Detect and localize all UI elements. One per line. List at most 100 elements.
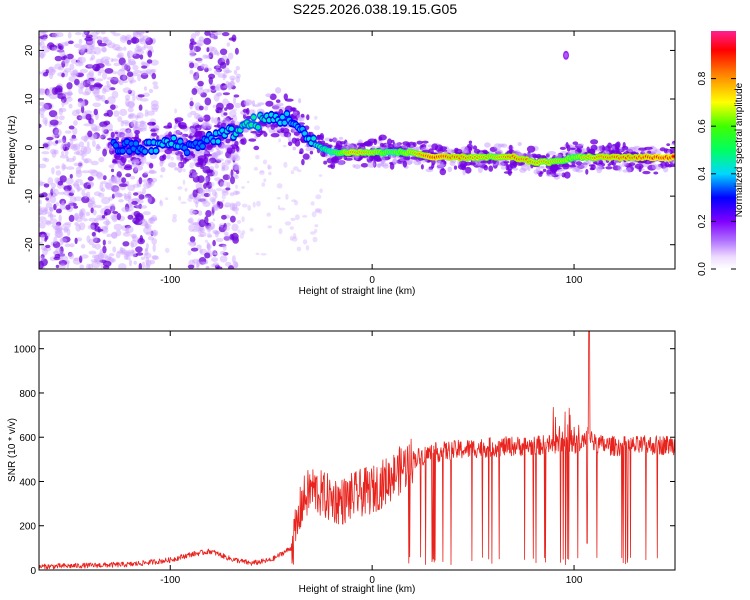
- spectrogram-cell: [176, 156, 182, 161]
- spectrogram-cell: [53, 203, 57, 211]
- spectrogram-cell: [189, 51, 196, 58]
- spectrogram-cell: [77, 162, 83, 167]
- spectrogram-cell: [86, 263, 91, 269]
- spectrogram-cell: [497, 143, 505, 148]
- spectrogram-cell: [63, 228, 68, 233]
- spectrogram-cell: [379, 162, 389, 167]
- spectrogram-cell: [117, 250, 125, 254]
- ridge-mid: [149, 148, 154, 154]
- spectrogram-cell: [225, 222, 231, 227]
- spectrogram-cell: [187, 196, 193, 203]
- spectrogram-cell: [189, 52, 197, 56]
- spectrogram-cell: [224, 69, 233, 74]
- spectrogram-cell: [55, 202, 59, 207]
- spectrogram-cell: [159, 200, 164, 207]
- spectrogram-cell: [204, 54, 212, 58]
- spectrogram-cell: [290, 217, 296, 221]
- spectrogram-cell: [117, 116, 123, 123]
- spectrogram-cell: [203, 183, 208, 189]
- spectrogram-cell: [131, 200, 138, 205]
- spectrogram-cell: [145, 37, 154, 46]
- spectrogram-cell: [439, 168, 447, 176]
- spectrogram-cell: [200, 197, 208, 204]
- spectrogram-cell: [115, 136, 119, 141]
- spectrogram-cell: [217, 73, 226, 78]
- spectrogram-cell: [68, 214, 75, 222]
- spectrogram-cell: [52, 127, 59, 136]
- spectrogram-cell: [132, 31, 139, 36]
- spectrogram-cell: [276, 197, 281, 200]
- spectrogram-cell: [73, 196, 83, 202]
- spectrogram-cell: [284, 221, 292, 226]
- spectrogram-cell: [617, 164, 623, 172]
- spectrogram-cell: [195, 182, 203, 190]
- spectrogram-cell: [208, 52, 214, 60]
- spectrogram-cell: [96, 36, 102, 41]
- spectrogram-cell: [45, 202, 53, 209]
- spectrogram-cell: [101, 88, 107, 94]
- spectrogram-cell: [75, 216, 83, 223]
- spectrogram-cell: [177, 186, 183, 190]
- spectrogram-cell: [92, 243, 96, 249]
- spectrogram-cell: [420, 164, 424, 170]
- spectrogram-cell: [192, 122, 196, 126]
- spectrogram-cell: [227, 52, 234, 60]
- colorbar-label: Normalized spectral amplitude: [734, 82, 745, 217]
- spectrogram-cell: [208, 221, 215, 230]
- spectrogram-cell: [49, 212, 54, 220]
- spectrogram-cell: [142, 172, 149, 178]
- spectrogram-cell: [223, 144, 228, 148]
- spectrogram-cell: [197, 198, 205, 202]
- spectrogram-cell: [144, 112, 149, 117]
- spectrogram-cell: [125, 251, 134, 257]
- spectrogram-cell: [193, 196, 200, 204]
- spectrogram-cell: [42, 31, 46, 34]
- spectrogram-y-label: Frequency (Hz): [7, 116, 18, 185]
- spectrogram-cell: [222, 174, 231, 181]
- spectrogram-cell: [193, 241, 197, 246]
- spectrogram-cell: [88, 169, 97, 174]
- spectrogram-cell: [77, 98, 83, 103]
- y-tick-label: 0: [30, 566, 36, 577]
- spectrogram-cell: [139, 127, 148, 132]
- spectrogram-cell: [123, 253, 130, 258]
- spectrogram-cell: [257, 102, 265, 106]
- spectrogram-cell: [39, 88, 46, 96]
- spectrogram-cell: [359, 156, 363, 160]
- spectrogram-cell: [503, 171, 513, 174]
- spectrogram-cell: [193, 224, 201, 230]
- spectrogram-cell: [98, 157, 105, 163]
- spectrogram-cell: [590, 139, 599, 145]
- spectrogram-cell: [88, 50, 97, 55]
- spectrogram-cell: [115, 46, 124, 52]
- ridge-mid: [269, 112, 274, 118]
- spectrogram-cell: [268, 128, 276, 134]
- spectrogram-cell: [91, 260, 101, 269]
- spectrogram-cell: [135, 212, 144, 221]
- ridge-mid: [280, 115, 285, 120]
- spectrogram-cell: [96, 143, 100, 148]
- spectrogram-cell: [78, 141, 85, 148]
- spectrogram-cell: [188, 241, 197, 247]
- spectrogram-cell: [127, 191, 132, 199]
- spectrogram-cell: [54, 228, 62, 234]
- spectrogram-cell: [199, 150, 208, 155]
- spectrogram-cell: [135, 49, 145, 55]
- spectrogram-cell: [542, 168, 547, 173]
- spectrogram-cell: [192, 189, 198, 198]
- spectrogram-cell: [138, 121, 147, 124]
- spectrogram-cell: [82, 79, 91, 88]
- spectrogram-cell: [59, 44, 64, 51]
- spectrogram-cell: [508, 144, 513, 151]
- spectrogram-cell: [232, 96, 237, 105]
- spectrogram-cell: [125, 131, 134, 138]
- spectrogram-cell: [50, 187, 56, 194]
- spectrogram-cell: [576, 143, 585, 147]
- spectrogram-cell: [454, 147, 459, 152]
- spectrogram-cell: [505, 164, 510, 171]
- spectrogram-cell: [148, 170, 157, 174]
- spectrogram-cell: [222, 85, 230, 88]
- spectrogram-cell: [87, 130, 93, 138]
- spectrogram-cell: [53, 226, 61, 231]
- spectrogram-cell: [193, 72, 200, 80]
